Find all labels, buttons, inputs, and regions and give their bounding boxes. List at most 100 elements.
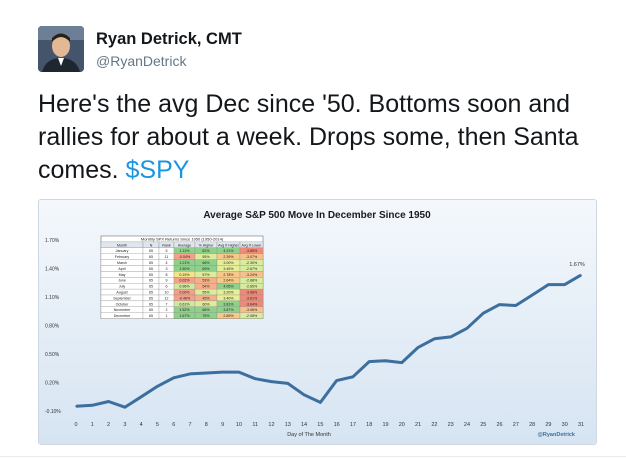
table-cell: August [116, 291, 127, 295]
x-tick-label: 1 [91, 422, 94, 428]
data-point [352, 376, 354, 378]
table-cell: 7 [166, 302, 168, 306]
table-cell: 65 [149, 302, 153, 306]
table-cell: 60% [202, 302, 210, 306]
table-cell: 2.89% [223, 314, 234, 318]
author-name[interactable]: Ryan Detrick, CMT [96, 30, 242, 48]
table-cell: January [116, 249, 129, 253]
table-cell: 0.02% [179, 279, 190, 283]
table-cell: 11 [165, 255, 169, 259]
table-cell: -2.65% [246, 285, 258, 289]
table-cell: 65 [149, 291, 153, 295]
table-cell: 6 [166, 285, 168, 289]
chart-image[interactable]: Average S&P 500 Move In December Since 1… [38, 199, 597, 445]
data-point [205, 372, 208, 374]
table-cell: -2.08% [246, 314, 258, 318]
table-cell: 3.45% [223, 267, 234, 271]
end-value-label: 1.67% [569, 262, 585, 268]
data-point [319, 401, 322, 404]
x-tick-label: 14 [301, 422, 307, 428]
x-tick-label: 17 [350, 422, 356, 428]
x-tick-label: 10 [236, 422, 242, 428]
table-cell: 75% [202, 314, 210, 318]
x-tick-label: 23 [448, 422, 454, 428]
x-tick-label: 30 [562, 422, 568, 428]
data-point [417, 346, 419, 349]
table-cell: -0.04% [179, 255, 191, 259]
y-tick-label: 0.50% [45, 352, 60, 358]
table-header-label: Month [117, 243, 127, 247]
table-cell: 1.50% [179, 267, 190, 271]
x-tick-label: 15 [317, 422, 323, 428]
table-cell: February [115, 255, 130, 259]
y-tick-label: 1.40% [45, 267, 60, 273]
data-point [498, 303, 501, 306]
table-cell: June [118, 279, 126, 283]
table-cell: 65 [149, 279, 153, 283]
x-tick-label: 13 [285, 422, 291, 428]
y-tick-label: -0.10% [45, 409, 61, 415]
table-cell: 4.21% [223, 249, 234, 253]
table-cell: 57% [202, 273, 210, 277]
x-tick-label: 11 [252, 422, 258, 428]
data-point [156, 385, 159, 388]
x-tick-label: 25 [480, 422, 486, 428]
data-point [531, 294, 533, 296]
table-title: Monthly SPX Returns Since 1950 (1950-201… [141, 237, 224, 242]
table-cell: 1.67% [179, 314, 190, 318]
y-tick-label: 0.20% [45, 381, 60, 387]
x-tick-label: 20 [399, 422, 405, 428]
table-cell: 65 [149, 308, 153, 312]
x-tick-label: 28 [529, 422, 535, 428]
chart-watermark: @RyanDetrick [538, 432, 576, 438]
data-point [189, 373, 191, 375]
table-cell-bg [239, 312, 264, 319]
table-cell: -0.46% [179, 296, 191, 300]
table-cell: 4 [166, 261, 168, 265]
table-header-label: Avg If Higher [218, 243, 240, 247]
x-tick-label: 3 [123, 422, 126, 428]
table-cell: 55% [202, 291, 210, 295]
cashtag-link[interactable]: $SPY [125, 156, 190, 184]
table-cell: 1.11% [180, 249, 191, 253]
table-cell: -3.64% [246, 302, 258, 306]
user-avatar-icon [38, 26, 84, 72]
data-point [515, 304, 517, 307]
table-cell: 9 [166, 279, 168, 283]
x-tick-label: 27 [513, 422, 519, 428]
table-cell: 3.00% [223, 261, 234, 265]
table-cell: 3.87% [223, 308, 234, 312]
x-tick-label: 2 [107, 422, 110, 428]
table-cell: July [119, 285, 126, 289]
data-point [547, 283, 550, 286]
table-cell: -3.24% [246, 273, 258, 277]
x-tick-label: 19 [382, 422, 388, 428]
table-cell: 10 [165, 291, 169, 295]
table-cell: 3.81% [223, 302, 234, 306]
table-cell: September [113, 296, 131, 300]
data-point [335, 379, 338, 382]
author-handle[interactable]: @RyanDetrick [96, 53, 187, 69]
data-point [221, 371, 224, 373]
data-point [368, 360, 371, 363]
x-tick-label: 22 [431, 422, 437, 428]
avatar[interactable] [38, 26, 84, 72]
table-cell: 54% [202, 285, 210, 289]
x-tick-label: 6 [172, 422, 175, 428]
x-tick-label: 9 [221, 422, 224, 428]
series-line [75, 273, 582, 409]
table-cell: 1.21% [179, 261, 190, 265]
table-cell: October [116, 302, 130, 306]
data-point [286, 382, 289, 385]
table-cell: 55% [202, 255, 210, 259]
data-point [384, 359, 387, 362]
data-point [172, 376, 175, 379]
table-cell: 3.20% [223, 291, 234, 295]
x-tick-label: 24 [464, 422, 470, 428]
table-header-label: Rank [162, 243, 171, 247]
table-cell: 65 [149, 296, 153, 300]
table-cell: -2.88% [246, 279, 258, 283]
data-point [482, 312, 485, 314]
data-point [91, 404, 94, 407]
y-tick-label: 1.70% [45, 238, 60, 244]
